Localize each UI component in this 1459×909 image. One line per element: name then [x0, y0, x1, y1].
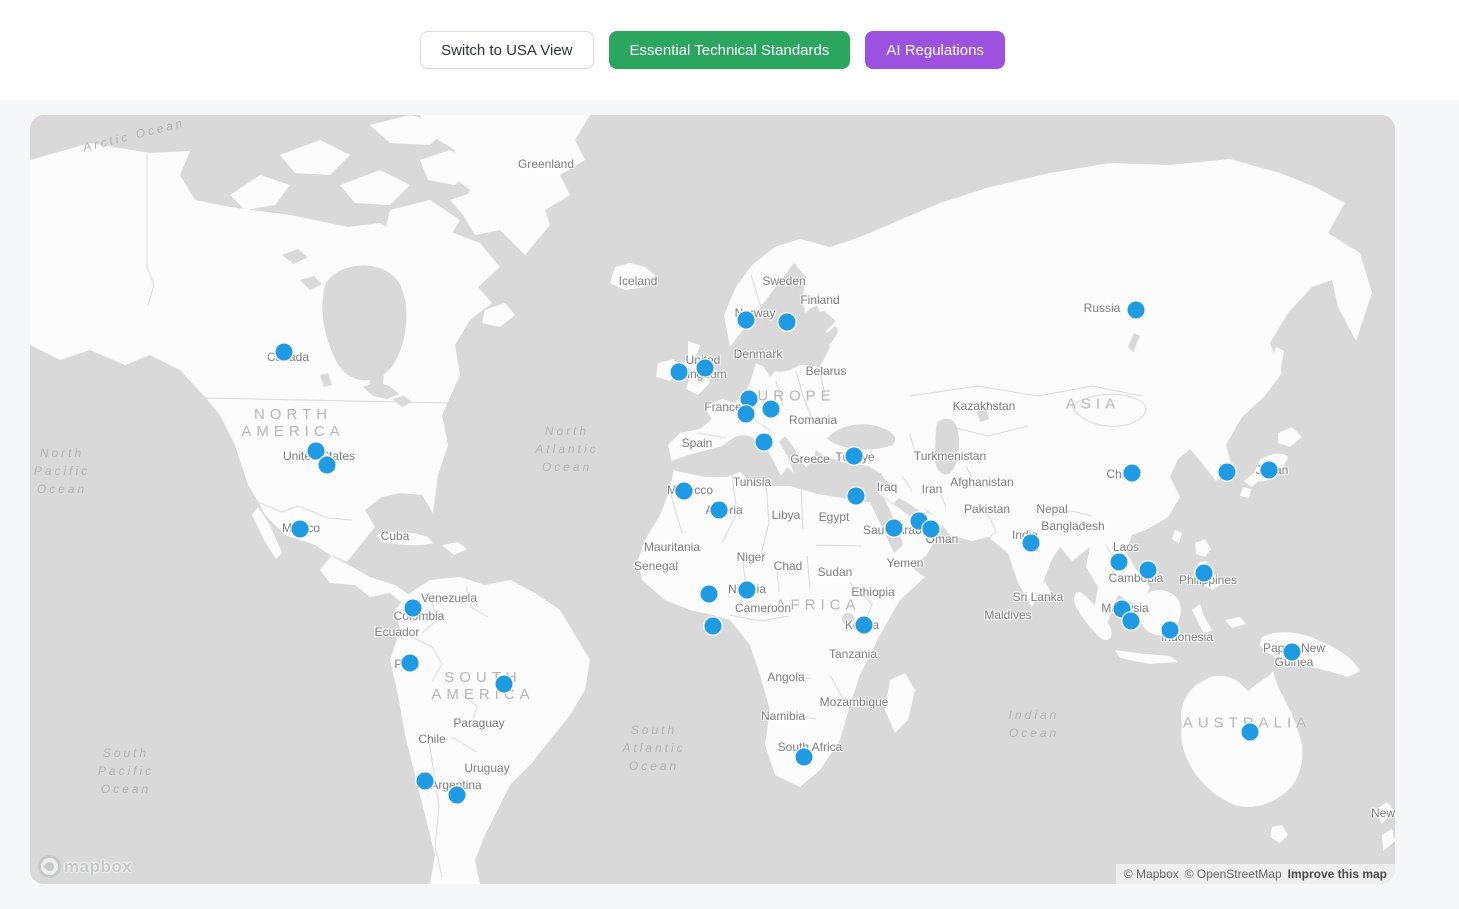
map-marker-italy[interactable]	[755, 433, 773, 451]
map-marker-sweden[interactable]	[778, 313, 796, 331]
map-marker-china[interactable]	[1123, 464, 1141, 482]
mapbox-logo[interactable]: mapbox	[38, 855, 132, 878]
landmasses	[30, 115, 1395, 884]
map-marker-peru[interactable]	[401, 654, 419, 672]
map-marker-russia[interactable]	[1127, 301, 1145, 319]
map-marker-netherlands[interactable]	[740, 390, 758, 408]
map-markers-layer	[30, 115, 1395, 884]
map-marker-gulf-of-guinea[interactable]	[704, 617, 722, 635]
mapbox-copyright-link[interactable]: © Mapbox	[1123, 867, 1179, 881]
country-borders	[146, 153, 1147, 878]
inland-seas	[282, 249, 1140, 625]
map-marker-argentina[interactable]	[448, 786, 466, 804]
map-marker-thailand[interactable]	[1110, 553, 1128, 571]
map-marker-france[interactable]	[737, 405, 755, 423]
map-marker-united-kingdom[interactable]	[696, 359, 714, 377]
map-marker-saudi-arabia[interactable]	[885, 519, 903, 537]
map-marker-united-states-1[interactable]	[307, 442, 325, 460]
map-marker-papua-new-guinea[interactable]	[1283, 643, 1301, 661]
map-marker-morocco[interactable]	[675, 482, 693, 500]
map-marker-south-korea[interactable]	[1218, 463, 1236, 481]
map-marker-ireland[interactable]	[670, 363, 688, 381]
switch-to-usa-view-button[interactable]: Switch to USA View	[420, 31, 594, 69]
map-marker-singapore[interactable]	[1122, 612, 1140, 630]
map-marker-japan[interactable]	[1260, 461, 1278, 479]
map-attribution: © Mapbox © OpenStreetMap Improve this ma…	[1115, 864, 1395, 884]
map-marker-australia[interactable]	[1241, 723, 1259, 741]
map-marker-chile[interactable]	[416, 772, 434, 790]
mapbox-logo-text: mapbox	[64, 856, 133, 876]
map-marker-kenya[interactable]	[855, 616, 873, 634]
map-marker-colombia[interactable]	[404, 599, 422, 617]
map-marker-india[interactable]	[1022, 534, 1040, 552]
map-marker-brazil[interactable]	[495, 675, 513, 693]
map-marker-algeria[interactable]	[710, 501, 728, 519]
map-basemap	[30, 115, 1395, 884]
map-marker-uae-2[interactable]	[922, 520, 940, 538]
map-marker-turkiye[interactable]	[845, 447, 863, 465]
ai-regulations-button[interactable]: AI Regulations	[865, 31, 1005, 69]
improve-this-map-link[interactable]: Improve this map	[1287, 867, 1387, 881]
map-marker-israel[interactable]	[847, 487, 865, 505]
map-marker-south-africa[interactable]	[795, 748, 813, 766]
map-marker-indonesia[interactable]	[1161, 621, 1179, 639]
map-marker-vietnam[interactable]	[1139, 561, 1157, 579]
map-marker-canada[interactable]	[275, 343, 293, 361]
map-marker-norway[interactable]	[737, 311, 755, 329]
header: Switch to USA View Essential Technical S…	[0, 0, 1459, 100]
map-marker-nigeria[interactable]	[738, 581, 756, 599]
world-map[interactable]: Arctic Ocean North Pacific Ocean North Atlant…	[30, 115, 1395, 884]
map-marker-germany[interactable]	[762, 400, 780, 418]
osm-copyright-link[interactable]: © OpenStreetMap	[1184, 867, 1282, 881]
mapbox-logo-icon	[38, 855, 61, 878]
map-marker-philippines[interactable]	[1195, 564, 1213, 582]
essential-technical-standards-button[interactable]: Essential Technical Standards	[608, 31, 851, 69]
toolbar: Switch to USA View Essential Technical S…	[30, 31, 1395, 69]
map-marker-mexico[interactable]	[291, 520, 309, 538]
map-marker-ghana[interactable]	[700, 585, 718, 603]
map-marker-united-states-2[interactable]	[318, 456, 336, 474]
